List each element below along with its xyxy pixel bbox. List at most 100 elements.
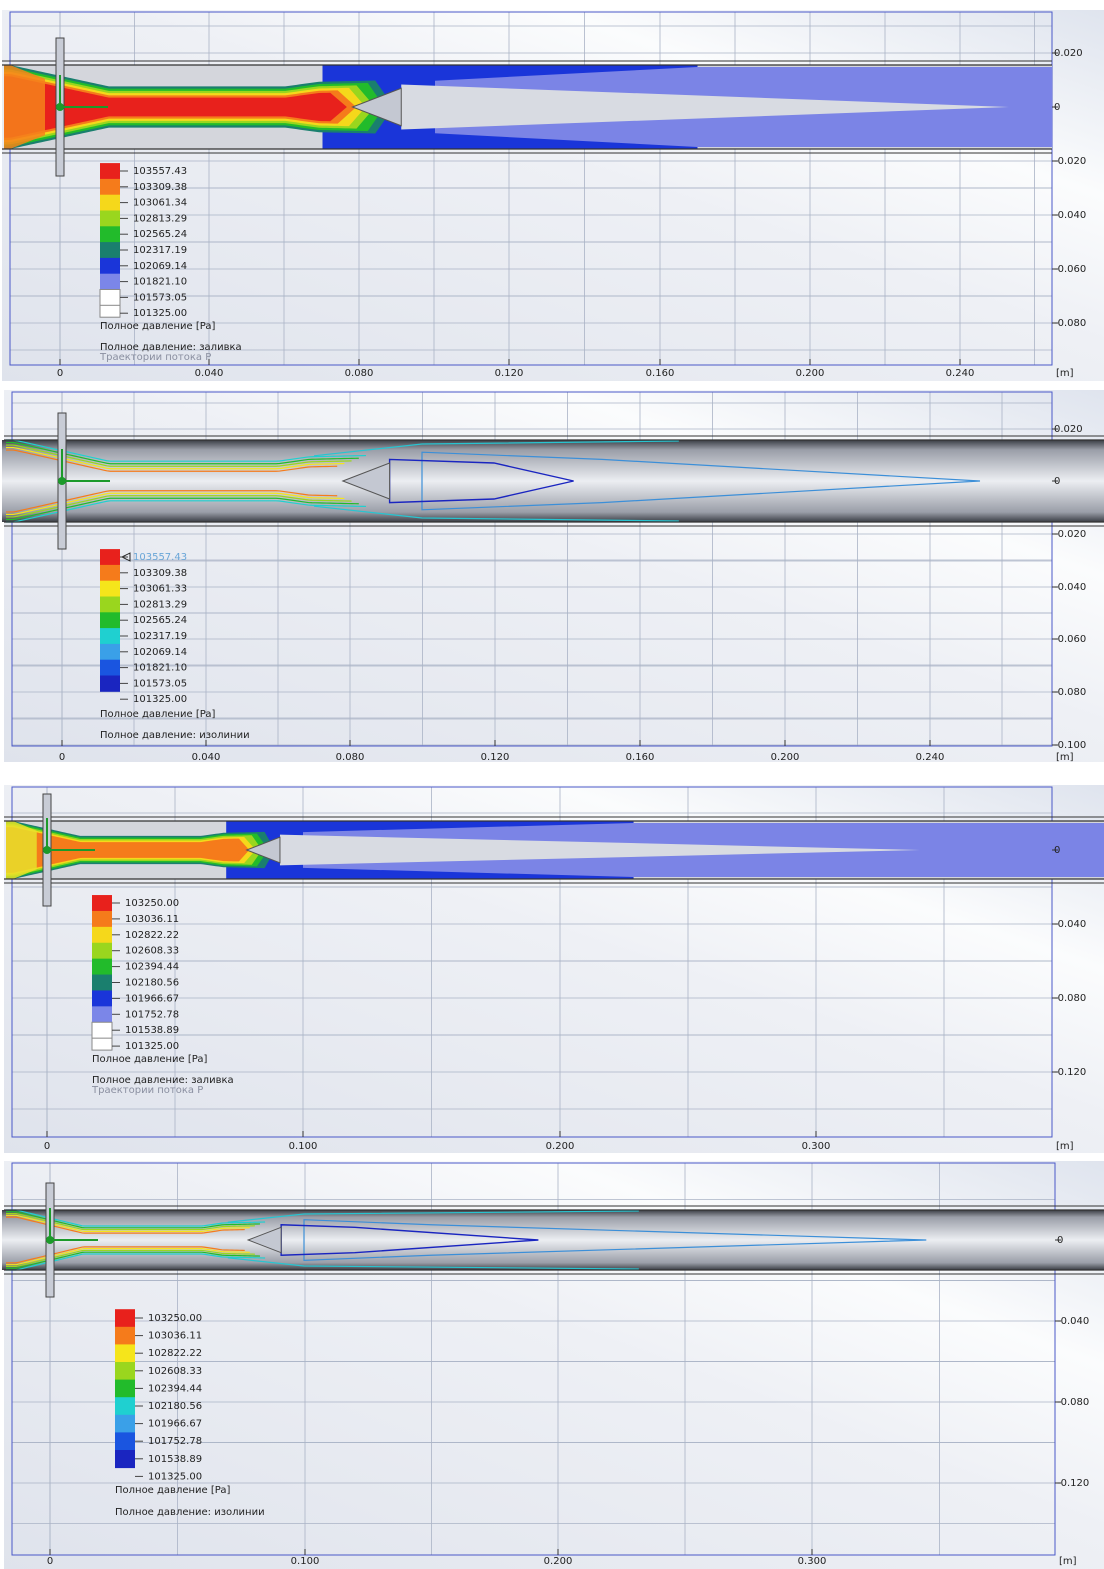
legend-label: 103250.00 [148, 1313, 202, 1324]
legend-swatch [92, 927, 112, 943]
legend-label: 102317.19 [133, 245, 187, 256]
legend-label: 101966.67 [125, 993, 179, 1004]
legend-swatch [100, 565, 120, 581]
x-tick-label: 0.040 [192, 752, 221, 763]
x-tick-label: 0.200 [796, 368, 825, 379]
axis-triad [56, 103, 64, 111]
x-tick-label: 0.200 [544, 1556, 573, 1567]
legend-swatch [92, 990, 112, 1006]
legend-swatch [100, 258, 120, 274]
legend-label: 102822.22 [125, 930, 179, 941]
legend-title: Полное давление [Pa] [115, 1485, 230, 1496]
legend-swatch [92, 975, 112, 991]
x-tick-label: 0 [47, 1556, 53, 1567]
legend-swatch [100, 612, 120, 628]
legend-swatch [100, 549, 120, 565]
legend-label: 102813.29 [133, 599, 187, 610]
x-tick-label: 0.100 [289, 1141, 318, 1152]
legend-label: 102394.44 [125, 962, 179, 973]
legend-swatch [115, 1309, 135, 1327]
caption: Полное давление: изолинии [100, 730, 250, 741]
legend-label: 103557.43 [133, 552, 187, 563]
legend-label: 103557.43 [133, 166, 187, 177]
y-tick-label: 0 [1054, 845, 1060, 856]
legend-swatch [100, 597, 120, 613]
x-tick-label: 0 [59, 752, 65, 763]
legend-swatch [115, 1397, 135, 1415]
legend-label: 103250.00 [125, 898, 179, 909]
y-tick-label: -0.120 [1054, 1067, 1086, 1078]
legend-swatch [100, 211, 120, 227]
x-tick-label: 0.240 [946, 368, 975, 379]
legend-label: 101325.00 [133, 694, 187, 705]
legend-swatch [100, 676, 120, 692]
x-unit: [m] [1059, 1556, 1077, 1567]
legend-swatch [92, 943, 112, 959]
legend-label: 102608.33 [148, 1366, 202, 1377]
legend-swatch [100, 644, 120, 660]
legend-swatch [115, 1380, 135, 1398]
subcaption: Траектории потока P [91, 1085, 203, 1096]
page: 00.0400.0800.1200.1600.2000.240[m]0.0200… [0, 0, 1104, 1569]
legend-label: 102822.22 [148, 1348, 202, 1359]
legend-label: 103061.34 [133, 198, 187, 209]
x-tick-label: 0.080 [336, 752, 365, 763]
legend-label: 102608.33 [125, 946, 179, 957]
legend-swatch [100, 242, 120, 258]
y-tick-label: -0.080 [1054, 993, 1086, 1004]
axis-triad [46, 1236, 54, 1244]
legend-swatch [115, 1415, 135, 1433]
y-tick-label: -0.080 [1057, 1397, 1089, 1408]
legend-label: 101573.05 [133, 292, 187, 303]
legend-label: 101325.00 [133, 308, 187, 319]
x-tick-label: 0 [44, 1141, 50, 1152]
legend-label: 103309.38 [133, 182, 187, 193]
legend-label: 102317.19 [133, 631, 187, 642]
y-tick-label: -0.060 [1054, 264, 1086, 275]
legend-swatch [100, 179, 120, 195]
y-tick-label: -0.040 [1057, 1316, 1089, 1327]
legend-swatch [100, 195, 120, 211]
x-unit: [m] [1056, 368, 1074, 379]
legend-swatch [100, 290, 120, 306]
legend-swatch [92, 1022, 112, 1038]
legend-swatch [115, 1327, 135, 1345]
legend-label: 101821.10 [133, 277, 187, 288]
y-tick-label: -0.080 [1054, 687, 1086, 698]
x-tick-label: 0.080 [345, 368, 374, 379]
y-tick-label: -0.040 [1054, 919, 1086, 930]
x-tick-label: 0.300 [798, 1556, 827, 1567]
subcaption: Траектории потока P [99, 352, 211, 363]
y-tick-label: 0 [1054, 476, 1060, 487]
legend-label: 101325.00 [148, 1471, 202, 1482]
legend-label: 102180.56 [125, 978, 179, 989]
y-tick-label: -0.080 [1054, 318, 1086, 329]
y-tick-label: -0.040 [1054, 582, 1086, 593]
legend-swatch [100, 581, 120, 597]
y-tick-label: -0.020 [1054, 529, 1086, 540]
axis-triad [58, 477, 66, 485]
pipe [2, 1210, 1104, 1270]
legend-label: 103061.33 [133, 584, 187, 595]
pipe [2, 440, 1104, 522]
y-tick-label: 0 [1054, 102, 1060, 113]
legend-swatch [92, 1006, 112, 1022]
x-tick-label: 0.160 [626, 752, 655, 763]
flow-region [4, 65, 45, 149]
legend-swatch [115, 1344, 135, 1362]
legend-label: 102565.24 [133, 615, 187, 626]
y-tick-label: 0.020 [1054, 48, 1083, 59]
x-tick-label: 0.300 [802, 1141, 831, 1152]
legend-swatch [100, 226, 120, 242]
x-tick-label: 0 [57, 368, 63, 379]
legend-swatch [100, 274, 120, 290]
legend-title: Полное давление [Pa] [100, 709, 215, 720]
legend-label: 101752.78 [125, 1009, 179, 1020]
legend-swatch [115, 1362, 135, 1380]
legend-label: 103036.11 [148, 1331, 202, 1342]
y-tick-label: -0.020 [1054, 156, 1086, 167]
